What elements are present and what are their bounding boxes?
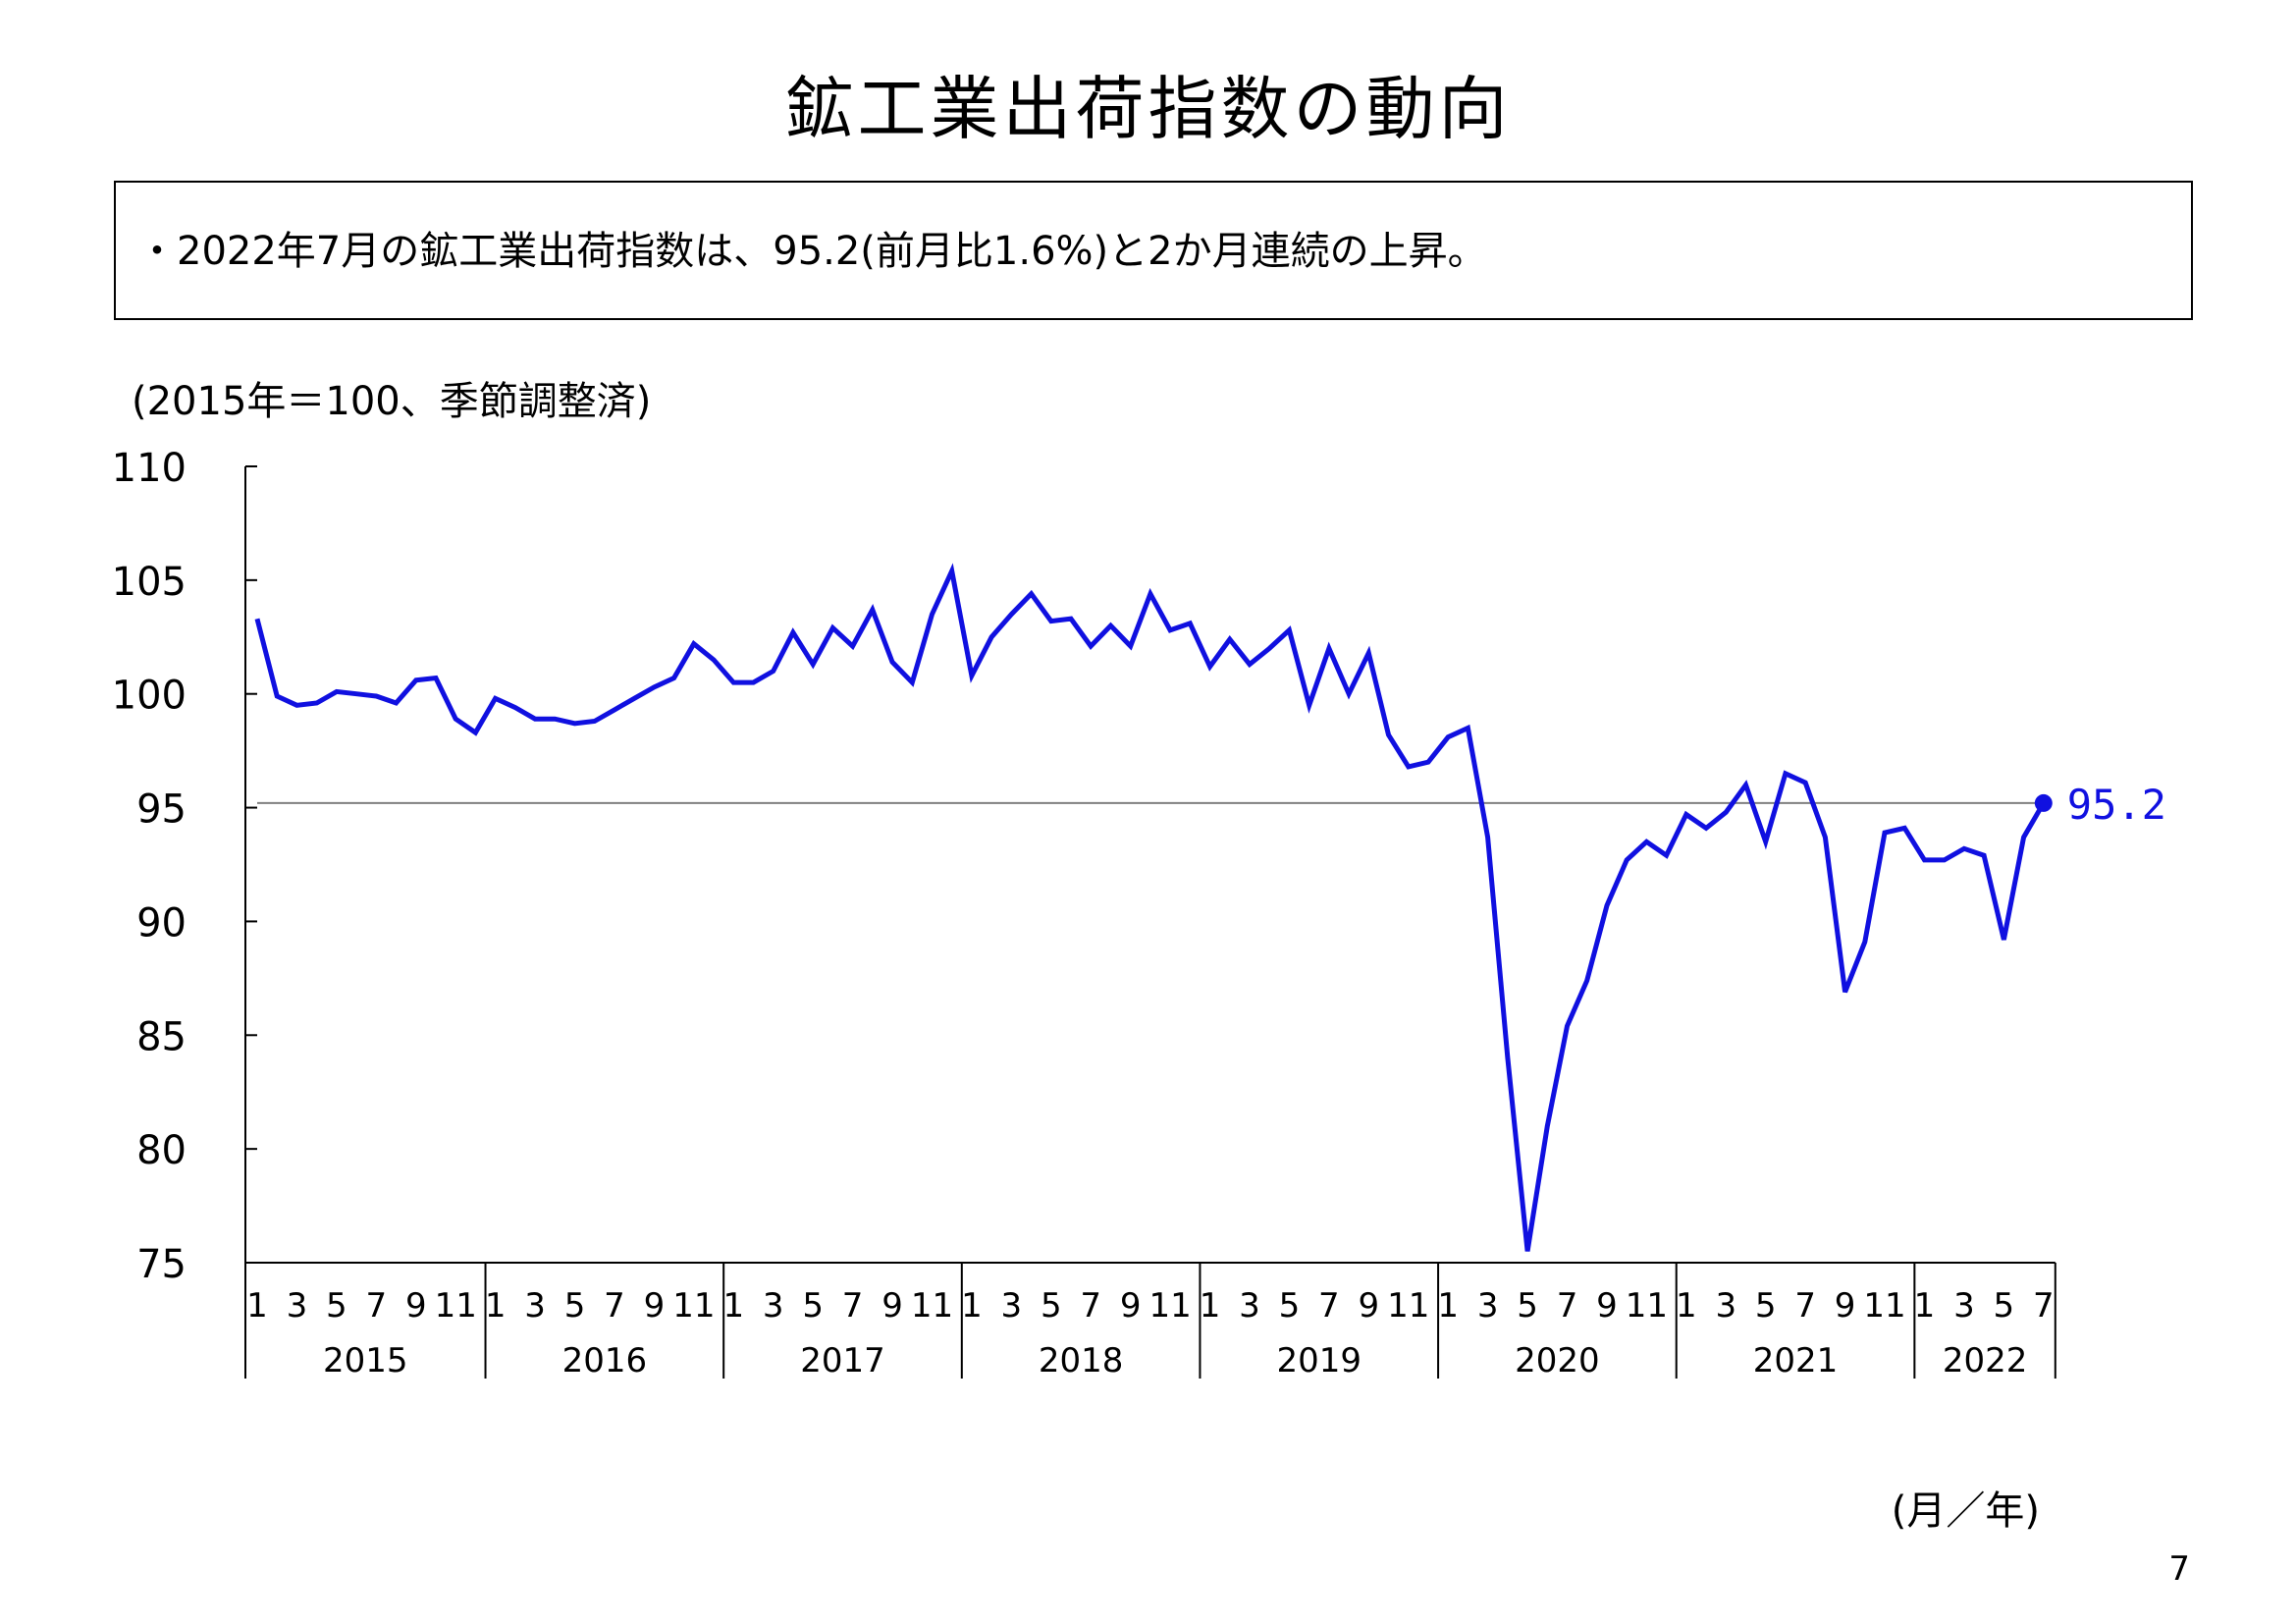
month-tick-label: 11 [1387, 1286, 1429, 1326]
year-labels: 2015 2016 2017 2018 2019 2020 2021 2022 [323, 1341, 2027, 1380]
month-tick-label: 1 [1676, 1286, 1697, 1326]
x-axis-table [244, 1262, 2056, 1379]
month-tick-label: 5 [1755, 1286, 1777, 1326]
summary-box: ・2022年7月の鉱工業出荷指数は、95.2(前月比1.6%)と2か月連続の上昇… [114, 181, 2193, 320]
month-tick-label: 5 [326, 1286, 347, 1326]
month-tick-label: 3 [1715, 1286, 1736, 1326]
year-label: 2017 [800, 1341, 885, 1380]
y-tick-label: 110 [112, 446, 187, 491]
year-label: 2020 [1515, 1341, 1600, 1380]
month-tick-label: 7 [2033, 1286, 2055, 1326]
y-tick-label: 105 [112, 560, 187, 605]
month-tick-label: 1 [961, 1286, 983, 1326]
month-tick-label: 11 [911, 1286, 953, 1326]
month-tick-label: 5 [1517, 1286, 1538, 1326]
month-tick-label: 5 [1041, 1286, 1062, 1326]
month-tick-label: 7 [365, 1286, 387, 1326]
month-tick-label: 3 [1001, 1286, 1023, 1326]
month-tick-label: 3 [1953, 1286, 1975, 1326]
year-label: 2016 [562, 1341, 648, 1380]
summary-text: ・2022年7月の鉱工業出荷指数は、95.2(前月比1.6%)と2か月連続の上昇… [137, 229, 1487, 274]
month-tick-labels: 1 3 5 7 9 11 1 3 5 7 9 11 1 3 5 7 9 11 1 3 5 7 9 11 1 3 5 7 9 11 1 3 5 7 9… [246, 1286, 2054, 1326]
page-number: 7 [2168, 1549, 2190, 1589]
month-tick-label: 11 [435, 1286, 477, 1326]
y-tick-label: 100 [112, 674, 187, 719]
month-tick-label: 9 [1358, 1286, 1379, 1326]
month-tick-label: 7 [842, 1286, 864, 1326]
data-line-series [254, 563, 2046, 1252]
month-tick-label: 3 [1477, 1286, 1499, 1326]
year-label: 2015 [323, 1341, 408, 1380]
month-tick-label: 11 [1863, 1286, 1905, 1326]
month-tick-label: 5 [564, 1286, 586, 1326]
last-value-group: 95.2 [2034, 781, 2166, 829]
data-line [254, 563, 2046, 1252]
last-value-label: 95.2 [2067, 781, 2166, 829]
y-tick-label: 75 [136, 1242, 187, 1287]
month-tick-label: 3 [287, 1286, 308, 1326]
month-tick-label: 11 [1626, 1286, 1668, 1326]
month-tick-label: 1 [1914, 1286, 1936, 1326]
month-tick-label: 7 [1080, 1286, 1101, 1326]
year-label: 2018 [1039, 1341, 1124, 1380]
x-axis-label: (月／年) [1892, 1489, 2040, 1534]
last-value-marker [2034, 793, 2053, 812]
month-tick-label: 1 [1437, 1286, 1459, 1326]
month-tick-label: 9 [1120, 1286, 1142, 1326]
year-label: 2019 [1277, 1341, 1362, 1380]
month-tick-label: 5 [1994, 1286, 2015, 1326]
y-tick-label: 85 [136, 1014, 187, 1059]
month-tick-label: 5 [1279, 1286, 1301, 1326]
year-label: 2021 [1753, 1341, 1839, 1380]
y-tick-label: 95 [136, 787, 187, 833]
page-title: 鉱工業出荷指数の動向 [784, 69, 1512, 149]
month-tick-label: 5 [802, 1286, 824, 1326]
month-tick-label: 9 [644, 1286, 666, 1326]
month-tick-label: 9 [405, 1286, 427, 1326]
month-tick-label: 11 [1148, 1286, 1191, 1326]
month-tick-label: 9 [1835, 1286, 1856, 1326]
month-tick-label: 7 [1794, 1286, 1816, 1326]
month-tick-label: 3 [1239, 1286, 1260, 1326]
month-tick-label: 11 [672, 1286, 715, 1326]
month-tick-label: 1 [485, 1286, 507, 1326]
month-tick-label: 9 [881, 1286, 903, 1326]
month-tick-label: 9 [1596, 1286, 1618, 1326]
month-tick-label: 7 [1318, 1286, 1340, 1326]
y-tick-label: 80 [136, 1128, 187, 1173]
month-tick-label: 7 [1557, 1286, 1578, 1326]
month-tick-label: 1 [722, 1286, 744, 1326]
y-axis-label: (2015年＝100、季節調整済) [132, 379, 651, 424]
month-tick-label: 7 [604, 1286, 625, 1326]
y-ticks: 75 80 85 90 95 100 105 110 [112, 446, 257, 1287]
month-tick-label: 1 [1200, 1286, 1221, 1326]
month-tick-label: 3 [763, 1286, 784, 1326]
y-tick-label: 90 [136, 900, 187, 946]
year-label: 2022 [1943, 1341, 2028, 1380]
month-tick-label: 3 [524, 1286, 546, 1326]
month-tick-label: 1 [246, 1286, 268, 1326]
